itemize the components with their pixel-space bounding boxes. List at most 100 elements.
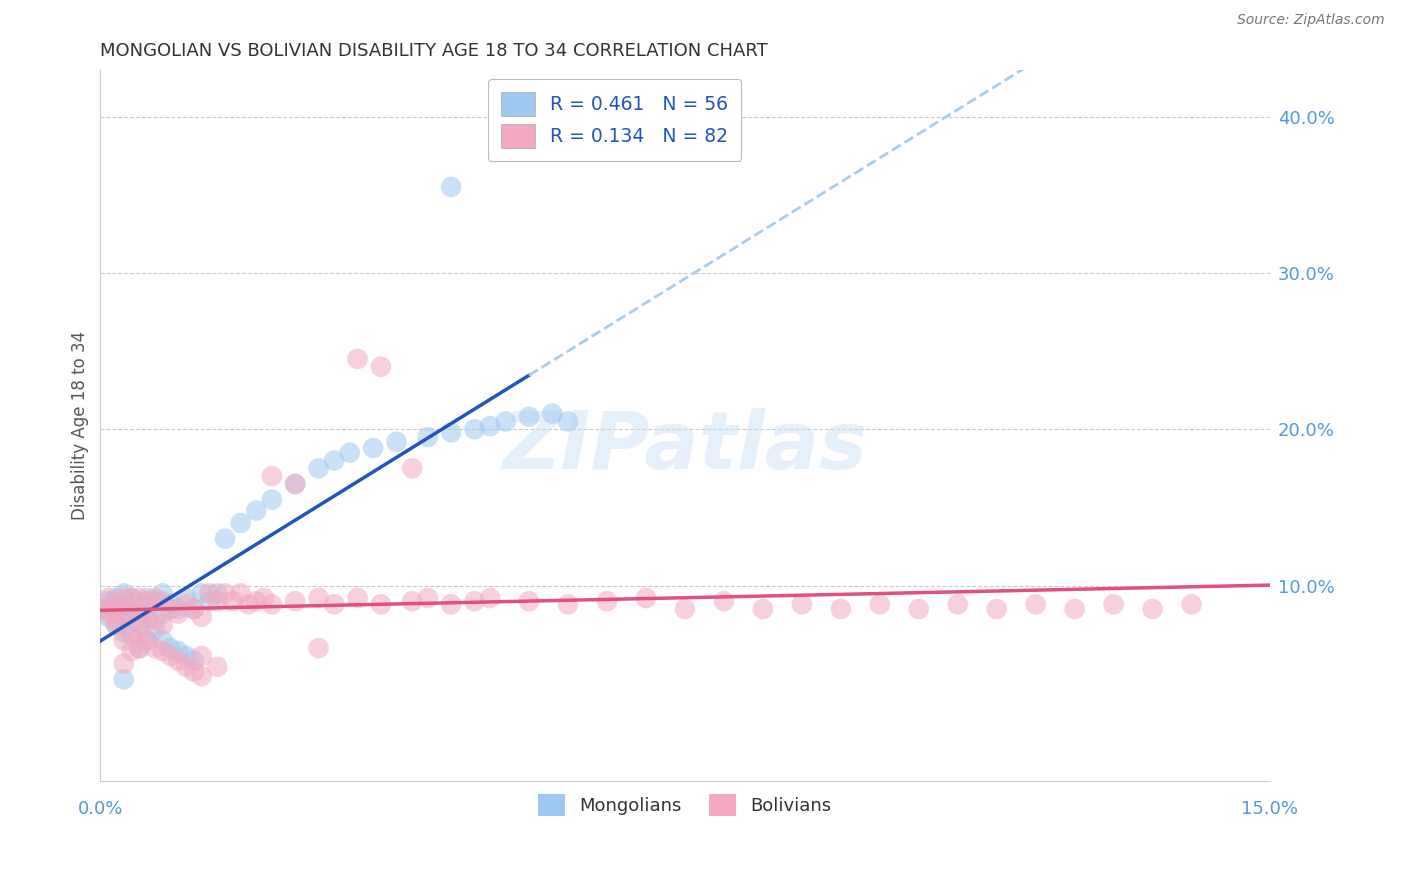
Point — [245, 503, 267, 517]
Point — [634, 591, 657, 605]
Point — [128, 641, 150, 656]
Point — [370, 359, 392, 374]
Point — [401, 461, 423, 475]
Point — [207, 660, 229, 674]
Point — [339, 445, 361, 459]
Point — [214, 532, 236, 546]
Point — [346, 351, 368, 366]
Y-axis label: Disability Age 18 to 34: Disability Age 18 to 34 — [72, 331, 89, 520]
Point — [385, 434, 408, 449]
Text: 0.0%: 0.0% — [77, 800, 124, 818]
Point — [104, 591, 127, 605]
Point — [128, 617, 150, 632]
Point — [869, 598, 891, 612]
Point — [112, 598, 135, 612]
Point — [752, 602, 775, 616]
Point — [284, 594, 307, 608]
Point — [183, 602, 205, 616]
Point — [174, 598, 197, 612]
Point — [713, 594, 735, 608]
Point — [1181, 598, 1204, 612]
Point — [136, 591, 159, 605]
Point — [495, 414, 517, 428]
Point — [152, 633, 174, 648]
Point — [136, 610, 159, 624]
Point — [253, 591, 276, 605]
Point — [159, 602, 181, 616]
Point — [93, 602, 115, 616]
Point — [128, 591, 150, 605]
Point — [308, 591, 330, 605]
Point — [136, 633, 159, 648]
Point — [159, 648, 181, 663]
Point — [308, 461, 330, 475]
Point — [190, 669, 212, 683]
Text: 15.0%: 15.0% — [1241, 800, 1298, 818]
Point — [207, 594, 229, 608]
Point — [143, 613, 166, 627]
Point — [152, 644, 174, 658]
Point — [183, 602, 205, 616]
Point — [152, 586, 174, 600]
Point — [238, 598, 260, 612]
Point — [517, 409, 540, 424]
Point — [152, 607, 174, 621]
Point — [128, 641, 150, 656]
Point — [946, 598, 969, 612]
Point — [167, 654, 190, 668]
Point — [167, 644, 190, 658]
Point — [323, 453, 346, 467]
Point — [183, 654, 205, 668]
Point — [143, 591, 166, 605]
Point — [673, 602, 696, 616]
Point — [112, 625, 135, 640]
Point — [229, 586, 252, 600]
Point — [167, 607, 190, 621]
Point — [346, 591, 368, 605]
Point — [479, 591, 502, 605]
Point — [97, 607, 120, 621]
Point — [198, 594, 221, 608]
Point — [260, 469, 283, 483]
Point — [1063, 602, 1085, 616]
Point — [97, 594, 120, 608]
Text: ZIPatlas: ZIPatlas — [502, 408, 868, 485]
Point — [440, 180, 463, 194]
Point — [190, 586, 212, 600]
Point — [207, 586, 229, 600]
Point — [229, 516, 252, 530]
Point — [121, 644, 143, 658]
Point — [121, 629, 143, 643]
Point — [190, 648, 212, 663]
Point — [440, 425, 463, 440]
Point — [112, 633, 135, 648]
Point — [112, 657, 135, 671]
Point — [174, 648, 197, 663]
Point — [190, 610, 212, 624]
Point — [260, 598, 283, 612]
Point — [101, 598, 124, 612]
Point — [596, 594, 619, 608]
Point — [557, 414, 579, 428]
Point — [136, 594, 159, 608]
Point — [557, 598, 579, 612]
Point — [143, 641, 166, 656]
Point — [361, 441, 384, 455]
Point — [370, 598, 392, 612]
Text: MONGOLIAN VS BOLIVIAN DISABILITY AGE 18 TO 34 CORRELATION CHART: MONGOLIAN VS BOLIVIAN DISABILITY AGE 18 … — [100, 42, 768, 60]
Point — [479, 419, 502, 434]
Point — [104, 617, 127, 632]
Point — [104, 605, 127, 619]
Point — [1142, 602, 1164, 616]
Point — [112, 607, 135, 621]
Point — [1025, 598, 1047, 612]
Point — [121, 591, 143, 605]
Point — [112, 586, 135, 600]
Point — [152, 617, 174, 632]
Point — [416, 430, 439, 444]
Point — [541, 407, 564, 421]
Point — [143, 594, 166, 608]
Point — [128, 610, 150, 624]
Point — [463, 594, 485, 608]
Point — [93, 602, 115, 616]
